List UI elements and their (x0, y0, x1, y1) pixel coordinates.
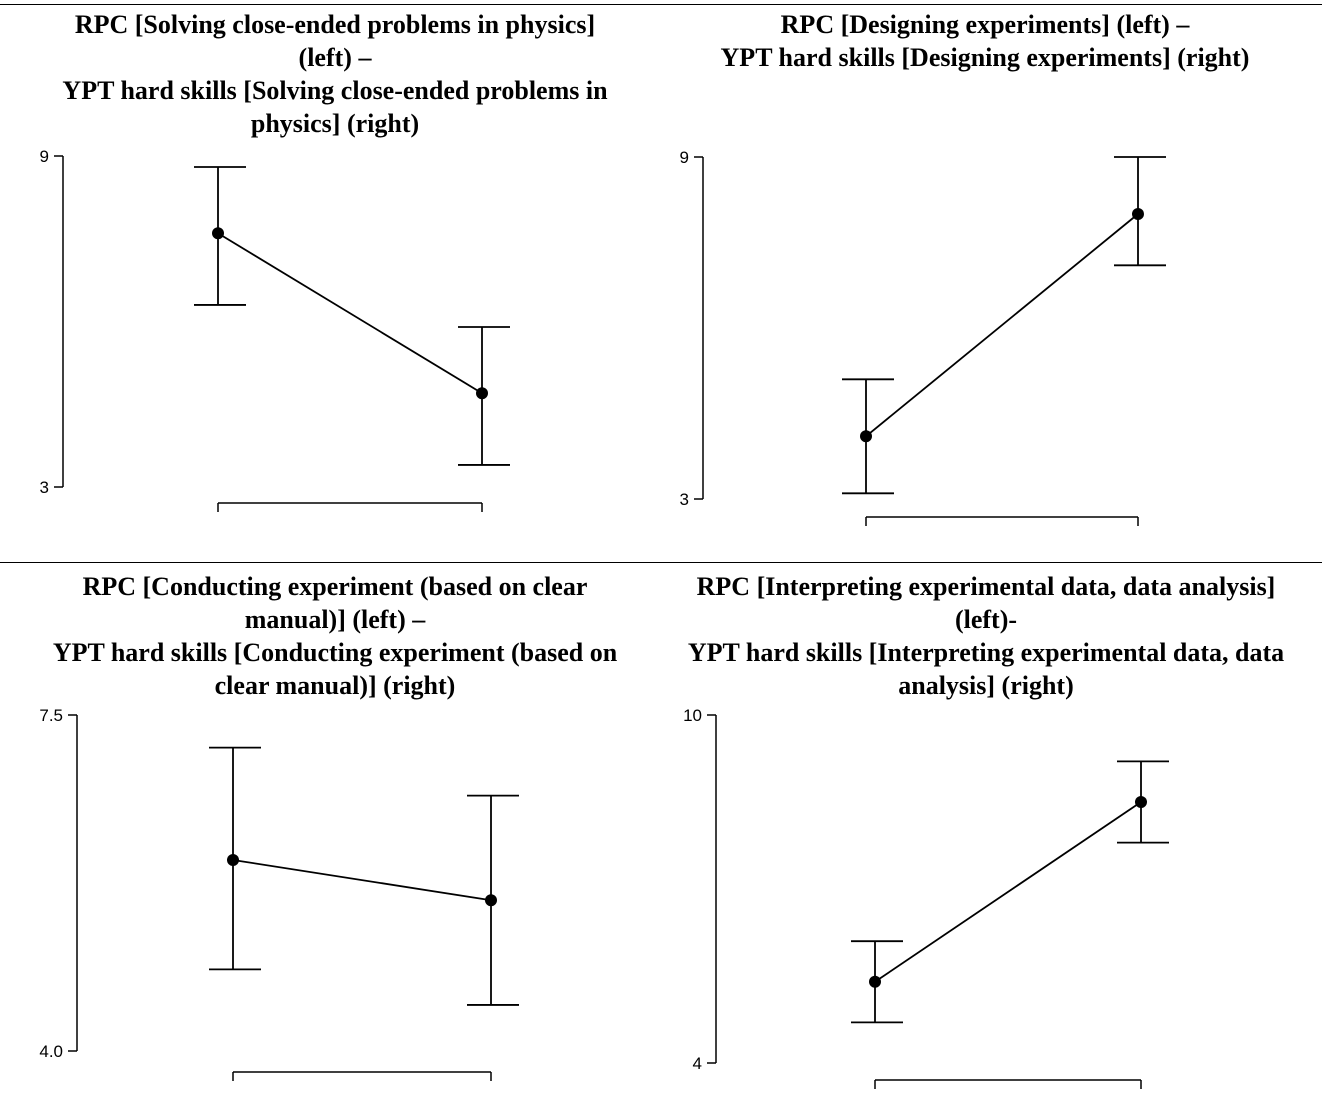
y-tick-label: 4 (693, 1054, 702, 1073)
data-point (227, 853, 239, 866)
plot-area: 93 (40, 147, 510, 512)
chart-panel-4: RPC [Interpreting experimental data, dat… (661, 562, 1322, 1089)
chart-title-line: YPT hard skills [Interpreting experiment… (687, 638, 1285, 667)
chart-title-line: YPT hard skills [Designing experiments] … (720, 43, 1250, 72)
chart-title-line: RPC [Interpreting experimental data, dat… (696, 572, 1276, 601)
chart-panel-3: RPC [Conducting experiment (based on cle… (0, 562, 661, 1089)
top-rule (0, 4, 1322, 5)
chart-title: RPC [Interpreting experimental data, dat… (656, 570, 1316, 702)
data-point (476, 387, 488, 400)
y-tick-label: 7.5 (39, 706, 63, 725)
chart-panel-1: RPC [Solving close-ended problems in phy… (0, 0, 661, 545)
series-line (232, 859, 492, 902)
chart-title: RPC [Solving close-ended problems in phy… (5, 8, 665, 140)
data-point (869, 975, 881, 988)
chart-title-line: (left)- (954, 605, 1018, 634)
plot-area: 7.5 4.0 (39, 706, 519, 1081)
chart-title-line: manual)] (left) – (244, 605, 426, 634)
data-point (212, 227, 224, 240)
chart-title-line: clear manual)] (right) (214, 671, 456, 700)
middle-rule (0, 562, 1322, 563)
chart-title-line: (left) – (298, 43, 372, 72)
data-point (860, 430, 872, 443)
data-point (1135, 796, 1147, 808)
chart-title-line: RPC [Designing experiments] (left) – (780, 10, 1190, 39)
y-tick-label: 3 (680, 490, 689, 509)
plot-area: 93 (680, 148, 1166, 526)
series-line (874, 801, 1142, 983)
chart-title-line: physics] (right) (250, 109, 420, 138)
plot-area: 10 4 (683, 706, 1169, 1089)
series-line (865, 213, 1139, 437)
chart-title-line: RPC [Conducting experiment (based on cle… (82, 572, 588, 601)
chart-title-line: RPC [Solving close-ended problems in phy… (74, 10, 596, 39)
y-tick-label: 9 (40, 147, 49, 166)
chart-title-line: YPT hard skills [Conducting experiment (… (52, 638, 618, 667)
chart-title: RPC [Conducting experiment (based on cle… (5, 570, 665, 702)
chart-title-line: YPT hard skills [Solving close-ended pro… (62, 76, 608, 105)
y-tick-label: 9 (680, 148, 689, 167)
data-point (485, 894, 497, 907)
data-point (1132, 208, 1144, 220)
chart-title: RPC [Designing experiments] (left) – YPT … (655, 8, 1315, 74)
y-tick-label: 4.0 (39, 1042, 63, 1061)
y-tick-label: 10 (683, 706, 702, 725)
series-line (217, 232, 483, 394)
chart-panel-2: RPC [Designing experiments] (left) – YPT … (661, 0, 1322, 545)
y-tick-label: 3 (40, 478, 49, 497)
chart-title-line: analysis] (right) (898, 671, 1074, 700)
